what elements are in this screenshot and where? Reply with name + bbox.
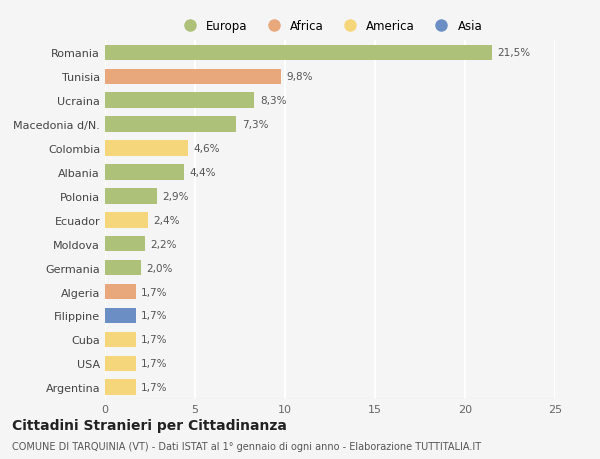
Legend: Europa, Africa, America, Asia: Europa, Africa, America, Asia: [173, 15, 487, 37]
Text: 1,7%: 1,7%: [141, 358, 167, 369]
Bar: [105, 213, 148, 228]
Text: 1,7%: 1,7%: [141, 335, 167, 345]
Text: 7,3%: 7,3%: [242, 120, 268, 130]
Bar: [105, 141, 188, 157]
Text: 1,7%: 1,7%: [141, 382, 167, 392]
Bar: [105, 117, 236, 133]
Text: 1,7%: 1,7%: [141, 287, 167, 297]
Text: 21,5%: 21,5%: [497, 48, 530, 58]
Bar: [105, 380, 136, 395]
Text: Cittadini Stranieri per Cittadinanza: Cittadini Stranieri per Cittadinanza: [12, 418, 287, 431]
Text: 2,2%: 2,2%: [150, 239, 176, 249]
Bar: [105, 165, 184, 180]
Text: 8,3%: 8,3%: [260, 96, 286, 106]
Bar: [105, 45, 492, 61]
Text: 9,8%: 9,8%: [287, 72, 313, 82]
Text: 2,9%: 2,9%: [163, 191, 189, 202]
Bar: [105, 284, 136, 300]
Bar: [105, 93, 254, 109]
Bar: [105, 308, 136, 324]
Text: 1,7%: 1,7%: [141, 311, 167, 321]
Bar: [105, 189, 157, 204]
Bar: [105, 356, 136, 371]
Text: 2,0%: 2,0%: [146, 263, 173, 273]
Text: 4,6%: 4,6%: [193, 144, 220, 154]
Text: 2,4%: 2,4%: [154, 215, 180, 225]
Text: COMUNE DI TARQUINIA (VT) - Dati ISTAT al 1° gennaio di ogni anno - Elaborazione : COMUNE DI TARQUINIA (VT) - Dati ISTAT al…: [12, 441, 481, 451]
Bar: [105, 69, 281, 85]
Text: 4,4%: 4,4%: [190, 168, 216, 178]
Bar: [105, 236, 145, 252]
Bar: [105, 332, 136, 347]
Bar: [105, 260, 141, 276]
